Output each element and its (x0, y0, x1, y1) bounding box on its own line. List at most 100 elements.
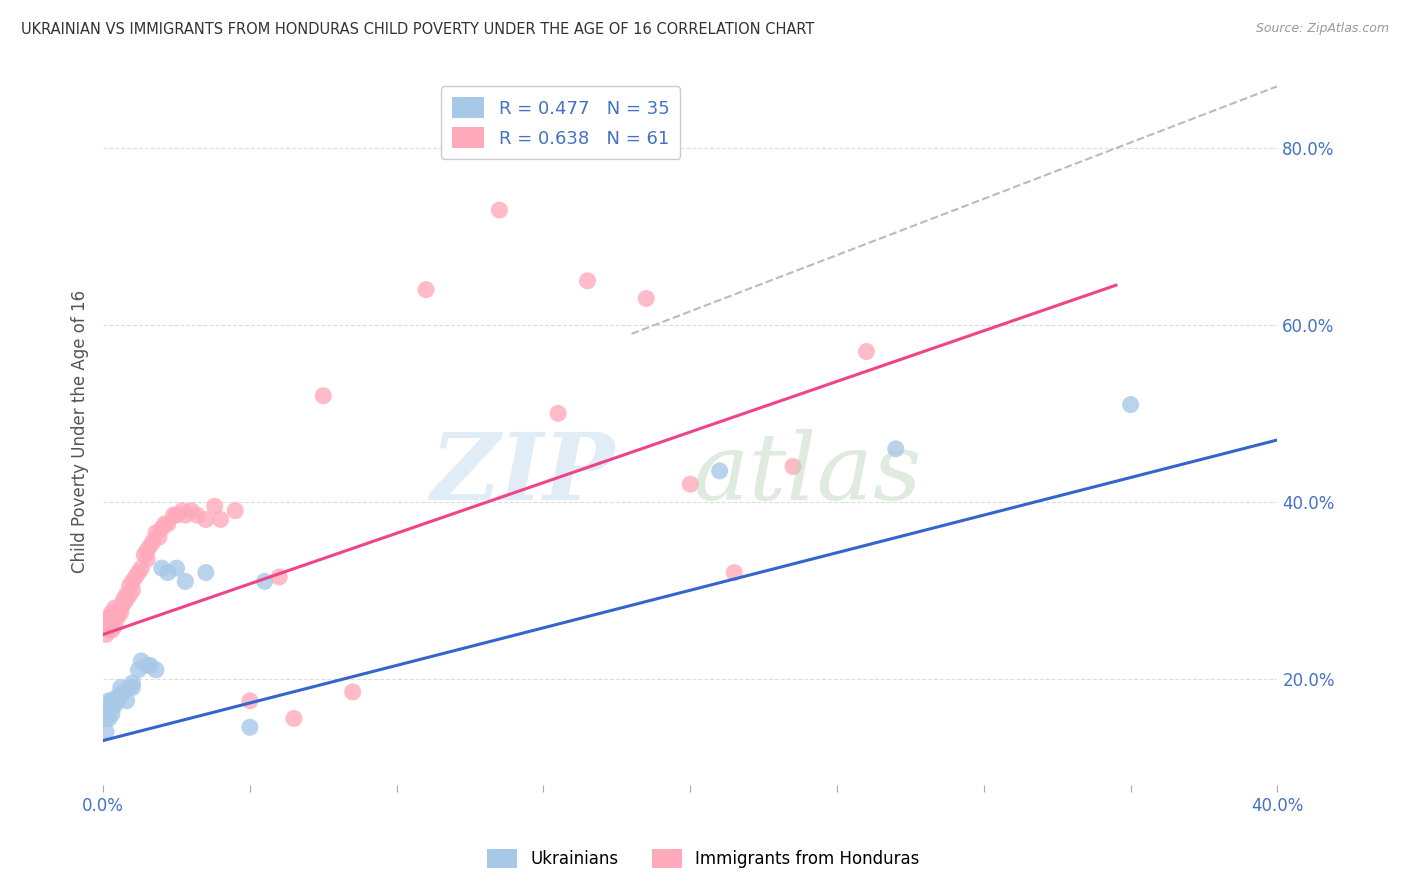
Point (101, 706, 124, 721)
Point (142, 534, 165, 549)
Point (156, 516, 179, 531)
Point (150, 521, 173, 535)
Point (121, 583, 143, 598)
Point (101, 698, 124, 713)
Point (269, 570, 291, 584)
Point (115, 694, 138, 708)
Point (148, 530, 170, 544)
Point (136, 658, 159, 673)
Point (283, 711, 305, 725)
Point (127, 663, 149, 677)
Point (136, 552, 159, 566)
Point (145, 525, 167, 540)
Point (94, 703, 117, 717)
Point (162, 508, 184, 522)
Point (107, 694, 129, 708)
Text: ZIP: ZIP (430, 428, 614, 518)
Point (415, 283, 437, 297)
Point (121, 574, 143, 589)
Point (112, 685, 135, 699)
Point (101, 694, 124, 708)
Point (129, 561, 152, 575)
Point (709, 464, 731, 478)
Point (636, 292, 658, 306)
Text: UKRAINIAN VS IMMIGRANTS FROM HONDURAS CHILD POVERTY UNDER THE AGE OF 16 CORRELAT: UKRAINIAN VS IMMIGRANTS FROM HONDURAS CH… (21, 22, 814, 37)
Point (112, 597, 135, 611)
Point (94, 627, 117, 641)
Point (118, 588, 141, 602)
Point (112, 592, 135, 607)
Point (104, 609, 127, 624)
Point (172, 504, 194, 518)
Point (547, 406, 569, 420)
Point (115, 592, 138, 607)
Point (239, 694, 262, 708)
Point (104, 698, 127, 713)
Point (1119, 398, 1142, 412)
Point (94, 711, 117, 725)
Point (101, 605, 124, 619)
Point (104, 601, 127, 615)
Point (723, 566, 745, 580)
Point (98, 694, 121, 708)
Point (98, 609, 121, 624)
Point (94, 618, 117, 632)
Text: Source: ZipAtlas.com: Source: ZipAtlas.com (1256, 22, 1389, 36)
Point (174, 508, 197, 522)
Point (110, 601, 132, 615)
Point (110, 690, 132, 704)
Point (101, 623, 124, 637)
Point (104, 694, 127, 708)
Point (107, 605, 129, 619)
Point (101, 614, 124, 628)
Point (127, 566, 149, 580)
Point (186, 508, 208, 522)
Point (139, 539, 162, 553)
Point (153, 516, 176, 531)
Point (107, 690, 129, 704)
Point (98, 614, 121, 628)
Point (129, 654, 152, 668)
Point (488, 202, 510, 217)
Point (124, 570, 146, 584)
Point (150, 561, 173, 575)
Point (118, 681, 141, 695)
Point (679, 477, 702, 491)
Point (104, 618, 127, 632)
Point (180, 504, 202, 518)
Point (166, 561, 188, 575)
Point (884, 442, 907, 456)
Point (145, 663, 167, 677)
Point (312, 389, 335, 403)
Point (166, 508, 188, 522)
Point (194, 512, 217, 526)
Point (253, 574, 276, 589)
Point (239, 720, 262, 734)
Point (855, 344, 877, 359)
Point (121, 681, 143, 695)
Legend: Ukrainians, Immigrants from Honduras: Ukrainians, Immigrants from Honduras (479, 842, 927, 875)
Point (98, 703, 121, 717)
Point (342, 685, 364, 699)
Point (115, 588, 138, 602)
Legend: R = 0.477   N = 35, R = 0.638   N = 61: R = 0.477 N = 35, R = 0.638 N = 61 (441, 87, 681, 159)
Point (94, 614, 117, 628)
Point (782, 459, 804, 474)
Point (174, 574, 197, 589)
Point (98, 623, 121, 637)
Point (204, 500, 226, 514)
Point (136, 543, 159, 558)
Point (110, 605, 132, 619)
Point (121, 676, 143, 690)
Text: atlas: atlas (693, 428, 922, 518)
Point (576, 274, 599, 288)
Point (107, 609, 129, 624)
Y-axis label: Child Poverty Under the Age of 16: Child Poverty Under the Age of 16 (72, 290, 89, 573)
Point (194, 566, 217, 580)
Point (134, 548, 156, 562)
Point (209, 512, 232, 526)
Point (110, 681, 132, 695)
Point (139, 658, 162, 673)
Point (156, 566, 179, 580)
Point (224, 504, 246, 518)
